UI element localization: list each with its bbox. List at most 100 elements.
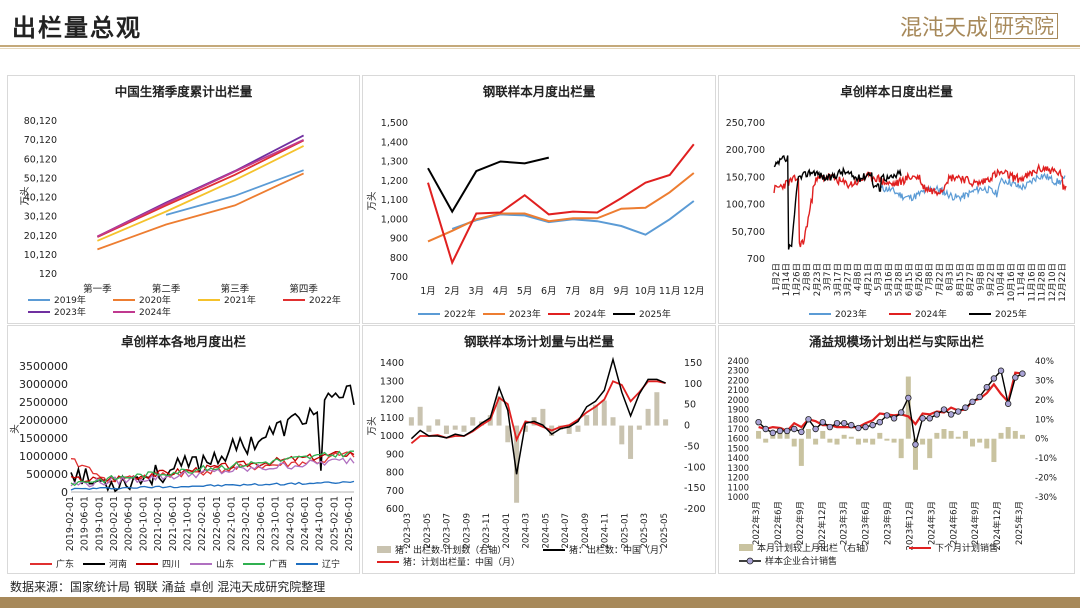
chart5-bar (645, 408, 651, 426)
chart3-xtick: 8月3日 (946, 263, 956, 291)
chart5-bar (408, 417, 414, 426)
chart6-xtick: 2022年12月 (817, 501, 828, 550)
chart6-plan-line (758, 371, 1023, 433)
chart6-bar (763, 438, 769, 443)
chart-plan-vs-actual-gl: 钢联样本场计划量与出栏量1400130012001100100090080070… (366, 334, 706, 568)
chart6-actual-marker (897, 409, 905, 416)
chart2-xtick: 1月 (420, 286, 436, 297)
chart5-actual-line (410, 356, 666, 475)
chart4-xtick: 2019-06-01 (80, 496, 91, 551)
chart3-xtick: 5月3日 (874, 263, 884, 291)
chart2-xtick: 11月 (659, 286, 681, 297)
chart1-legend-item-label: 2024年 (139, 306, 171, 318)
chart6-actual-marker (940, 406, 948, 413)
chart3-xtick: 7月8日 (925, 263, 935, 291)
chart2-series-line (427, 156, 550, 214)
chart4-xtick: 2023-06-01 (256, 496, 267, 551)
chart6-ytick-left: 1800 (727, 415, 749, 425)
chart5-bar (592, 404, 598, 426)
chart4-ytick: 3500000 (19, 360, 68, 373)
chart6-actual-marker (912, 441, 919, 448)
chart3-legend-item-label: 2023年 (835, 308, 867, 320)
chart2-xtick: 2月 (444, 286, 460, 297)
chart4-xtick: 2022-10-01 (227, 496, 238, 551)
chart6-ytick-right: 20% (1035, 396, 1054, 406)
chart1-ylabel: 万头 (19, 186, 31, 205)
chart6-ytick-right: -30% (1035, 493, 1057, 503)
chart4-ytick: 0 (61, 486, 68, 499)
chart6-actual-marker (990, 375, 998, 382)
chart6-bar (855, 438, 861, 445)
chart3-xtick: 12月10日 (1048, 263, 1058, 302)
chart3-xtick: 4月8日 (854, 263, 864, 291)
chart6-bar (798, 438, 804, 466)
chart1-legend-item-label: 2021年 (224, 294, 256, 306)
chart6-bar (970, 438, 976, 447)
chart6-bar (820, 430, 826, 439)
chart3-ytick: 250,700 (726, 118, 765, 129)
chart6-xtick: 2023年12月 (904, 501, 915, 550)
chart6-legend-item-label: 样本企业合计销售 (765, 555, 837, 567)
chart3-ytick: 50,700 (732, 227, 765, 238)
chart6-actual-marker (840, 419, 848, 427)
chart3-xtick: 1月2日 (772, 263, 782, 291)
chart6-actual-marker (755, 418, 762, 426)
chart6-xtick: 2022年3月 (751, 501, 762, 545)
chart6-actual-marker (997, 367, 1005, 374)
page-title: 出栏量总观 (12, 13, 142, 42)
chart5-xtick: 2023-11 (482, 513, 492, 549)
chart5-xtick: 2025-05 (660, 513, 670, 549)
chart6-actual-marker (862, 423, 869, 431)
chart1-series-line (97, 172, 304, 251)
chart6-actual-marker (869, 421, 876, 429)
chart1-legend-item-label: 2023年 (54, 306, 86, 318)
chart3-xtick: 5月28日 (895, 263, 905, 296)
chart6-bar (977, 438, 983, 443)
chart4-series-line (70, 384, 355, 493)
chart6-bar (955, 436, 961, 439)
chart6-actual-marker (848, 421, 855, 429)
chart2-title: 钢联样本月度出栏量 (483, 84, 596, 99)
chart2-xtick: 12月 (683, 286, 705, 297)
chart4-ytick: 1000000 (19, 450, 68, 463)
chart6-xtick: 2025年3月 (1014, 501, 1025, 545)
chart6-bar (791, 438, 797, 447)
chart2-ytick: 1,000 (381, 214, 408, 225)
chart5-ytick-left: 1300 (380, 376, 404, 387)
chart6-bar (813, 438, 819, 445)
chart5-xtick: 2023-07 (443, 513, 453, 549)
chart6-actual-marker (776, 427, 784, 435)
chart1-xtick: 第一季 (83, 283, 112, 295)
chart2-ytick: 1,200 (381, 176, 408, 187)
chart3-xtick: 2月8日 (803, 263, 813, 291)
chart6-legend-item-label: 本月计划较上月出栏（右轴） (757, 542, 874, 554)
data-source-note: 数据来源：国家统计局 钢联 涌益 卓创 混沌天成研究院整理 (10, 580, 326, 594)
chart5-bar (654, 392, 660, 426)
chart2-ytick: 800 (390, 253, 408, 264)
chart6-ytick-left: 1700 (727, 425, 749, 435)
chart5-ytick-right: -50 (684, 441, 700, 452)
chart3-xtick: 3月7日 (823, 263, 833, 291)
chart6-ytick-left: 2000 (727, 396, 749, 406)
chart-plan-vs-actual-yy: 涌益规模场计划出栏与实际出栏 24002300220021002000190018… (727, 334, 1057, 567)
chart6-ytick-right: 30% (1035, 376, 1054, 386)
chart6-bar (927, 438, 933, 459)
chart6-actual-marker (976, 393, 983, 401)
chart6-ytick-right: -20% (1035, 474, 1057, 484)
chart4-legend-item-label: 辽宁 (322, 558, 340, 570)
chart6-bar (870, 438, 876, 445)
header-divider (0, 45, 1080, 47)
company-logo: 混沌天成 研究院 (900, 10, 1058, 42)
chart3-xtick: 6月26日 (915, 263, 925, 296)
chart1-ytick: 10,120 (24, 250, 57, 261)
chart6-legend-item-swatch (739, 544, 753, 551)
chart6-bar (884, 438, 890, 441)
chart6-actual-marker (819, 418, 826, 426)
chart1-legend-item-label: 2022年 (309, 294, 341, 306)
chart6-ytick-left: 1100 (727, 483, 749, 493)
chart6-xtick: 2023年9月 (883, 501, 894, 545)
footer-bar (0, 597, 1080, 608)
chart1-series-line (97, 145, 305, 242)
chart4-xtick: 2019-02-01 (65, 496, 76, 551)
chart6-ytick-left: 2100 (727, 386, 749, 396)
